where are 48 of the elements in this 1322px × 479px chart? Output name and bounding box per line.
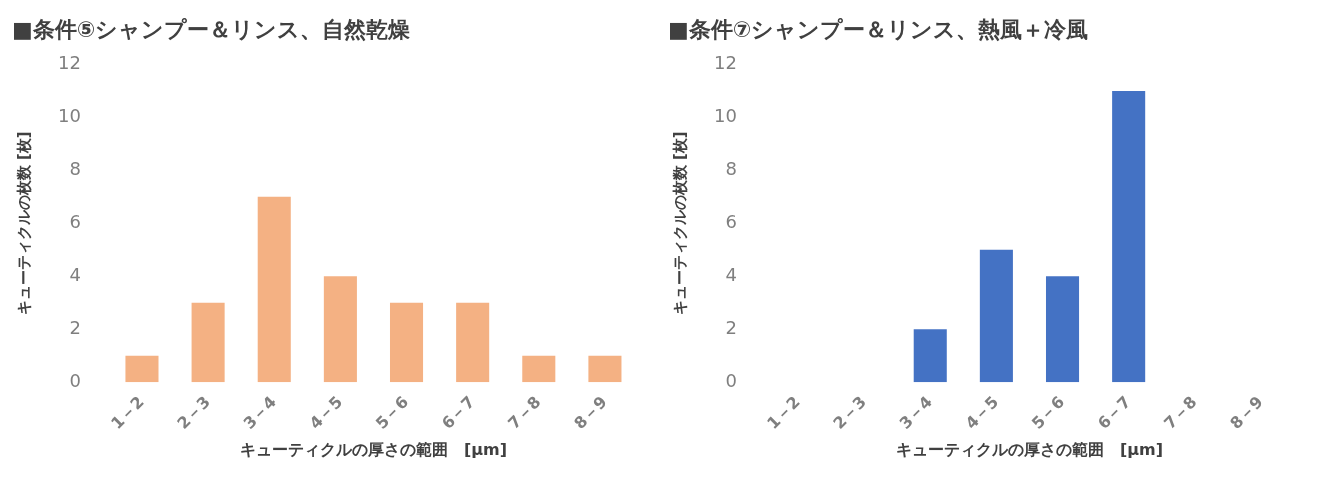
x-tick-label: 6－7 (1093, 392, 1135, 433)
x-tick-label: 8－9 (570, 392, 611, 433)
chart-title: ■条件⑦シャンプー＆リンス、熱風＋冷風 (668, 16, 1089, 42)
x-tick-label: 5－6 (371, 392, 413, 433)
y-tick-label: 10 (714, 105, 737, 127)
x-tick-label: 1－2 (107, 392, 148, 433)
x-tick-label: 8－9 (1226, 392, 1267, 433)
bar (125, 355, 159, 383)
y-tick-label: 12 (714, 52, 737, 74)
bar (389, 302, 424, 383)
y-tick-label: 0 (725, 369, 737, 391)
bar (456, 302, 490, 383)
bar (522, 355, 556, 383)
bar (1112, 90, 1146, 383)
x-tick-label: 6－7 (437, 392, 479, 433)
y-tick-label: 4 (725, 263, 737, 285)
x-tick-label: 7－8 (504, 392, 545, 433)
x-tick-label: 1－2 (763, 392, 804, 433)
x-tick-label: 3－4 (239, 392, 281, 433)
x-tick-label: 4－5 (305, 392, 347, 433)
y-tick-label: 0 (69, 369, 81, 391)
bar (191, 302, 225, 383)
bar (979, 249, 1013, 383)
bar (257, 196, 291, 383)
bar (323, 276, 357, 383)
chart-title: ■条件⑤シャンプー＆リンス、自然乾燥 (12, 16, 411, 42)
y-tick-label: 2 (725, 316, 737, 338)
y-axis-title: キューティクルの枚数 [枚] (14, 131, 33, 316)
y-tick-label: 12 (58, 52, 81, 74)
y-axis-title: キューティクルの枚数 [枚] (670, 131, 689, 316)
y-tick-label: 10 (58, 105, 81, 127)
bar (913, 329, 947, 383)
x-tick-label: 2－3 (829, 392, 870, 433)
y-tick-label: 6 (69, 210, 81, 232)
x-tick-label: 5－6 (1027, 392, 1069, 433)
x-tick-label: 2－3 (173, 392, 214, 433)
x-tick-label: 4－5 (961, 392, 1003, 433)
y-tick-label: 6 (725, 210, 737, 232)
y-tick-label: 2 (69, 316, 81, 338)
y-tick-label: 8 (725, 157, 737, 179)
x-tick-label: 7－8 (1160, 392, 1201, 433)
y-tick-label: 4 (69, 263, 81, 285)
x-axis-title: キューティクルの厚さの範囲 [μm] (239, 439, 507, 459)
x-axis-title: キューティクルの厚さの範囲 [μm] (895, 439, 1163, 459)
bar (1045, 276, 1080, 383)
x-tick-label: 3－4 (895, 392, 937, 433)
bar (588, 355, 622, 383)
y-tick-label: 8 (69, 157, 81, 179)
